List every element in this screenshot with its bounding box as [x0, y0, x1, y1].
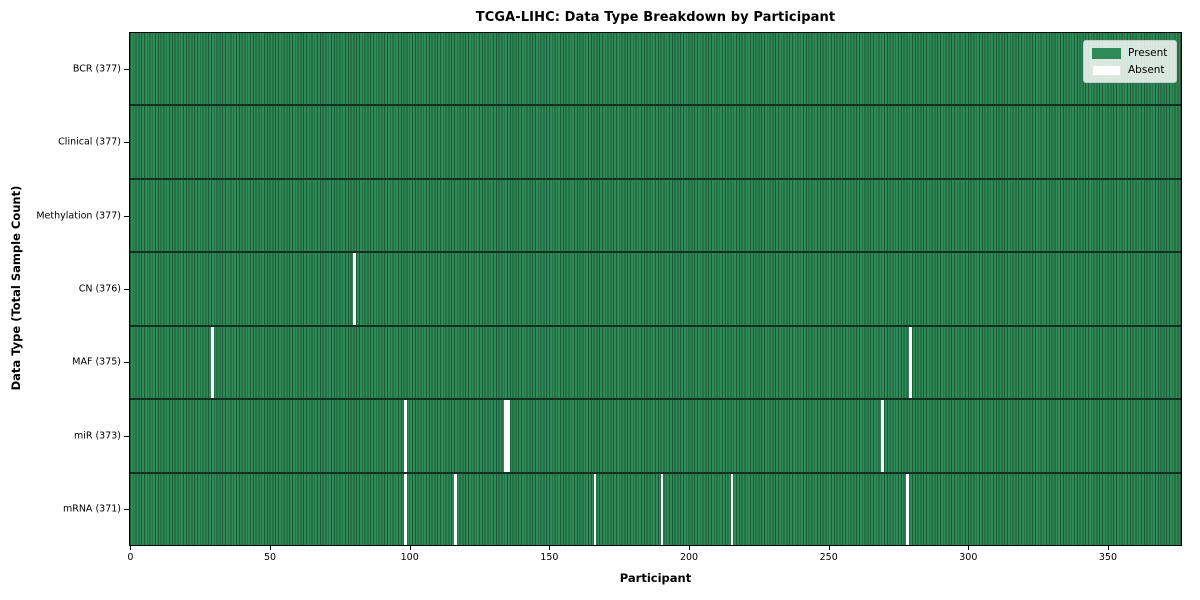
legend-swatch-absent — [1092, 64, 1121, 76]
y-tick-mark — [124, 68, 129, 70]
x-tick-label-250: 250 — [819, 552, 838, 563]
legend-label-absent: Absent — [1128, 64, 1165, 76]
legend-item-absent: Absent — [1092, 64, 1167, 76]
x-tick-mark — [409, 546, 411, 550]
x-tick-mark — [689, 546, 691, 550]
y-tick-mark — [124, 362, 129, 364]
heatmap-row-Methylation — [130, 179, 1181, 254]
absent-gap-miR-135 — [507, 400, 510, 472]
heatmap-row-BCR — [130, 33, 1181, 107]
x-tick-mark — [130, 546, 132, 550]
y-tick-label-CN: CN (376) — [78, 283, 121, 295]
x-tick-mark — [968, 546, 970, 550]
x-tick-label-300: 300 — [959, 552, 978, 563]
heatmap-row-mRNA — [130, 473, 1181, 545]
absent-gap-mRNA-116 — [454, 473, 457, 545]
y-tick-label-BCR: BCR (377) — [72, 63, 121, 75]
legend: Present Absent — [1083, 40, 1178, 83]
y-tick-mark — [124, 289, 129, 290]
heatmap-row-MAF — [130, 326, 1181, 401]
y-tick-label-miR: miR (373) — [73, 430, 121, 442]
x-tick-label-150: 150 — [540, 552, 559, 563]
y-tick-label-mRNA: mRNA (371) — [62, 503, 121, 515]
legend-label-present: Present — [1128, 47, 1168, 59]
y-axis-title: Data Type (Total Sample Count) — [9, 185, 23, 391]
x-tick-mark — [549, 546, 551, 550]
absent-gap-miR-134 — [504, 400, 508, 472]
y-tick-label-Clinical: Clinical (377) — [58, 136, 121, 148]
x-tick-mark — [270, 546, 272, 550]
y-tick-mark — [124, 435, 129, 437]
chart-title: TCGA-LIHC: Data Type Breakdown by Partic… — [475, 10, 836, 25]
y-tick-label-MAF: MAF (375) — [72, 356, 121, 368]
plot-area — [129, 32, 1182, 546]
x-tick-label-200: 200 — [679, 552, 699, 563]
heatmap-row-CN — [130, 253, 1181, 327]
absent-gap-miR-98 — [403, 400, 407, 472]
x-tick-mark — [1107, 546, 1109, 550]
y-tick-label-Methylation: Methylation (377) — [36, 210, 121, 222]
heatmap-row-miR — [130, 400, 1181, 474]
x-tick-mark — [828, 546, 830, 550]
absent-gap-mRNA-278 — [906, 473, 910, 545]
absent-gap-mRNA-98 — [403, 473, 407, 545]
absent-gap-CN-80 — [353, 253, 357, 325]
x-tick-label-100: 100 — [400, 552, 419, 563]
absent-gap-mRNA-166 — [593, 473, 597, 545]
absent-gap-MAF-279 — [909, 326, 913, 399]
legend-swatch-present — [1092, 47, 1121, 59]
x-tick-label-50: 50 — [264, 552, 277, 563]
legend-item-present: Present — [1092, 47, 1167, 59]
x-axis-title: Participant — [619, 571, 692, 585]
y-tick-mark — [124, 509, 129, 511]
absent-gap-MAF-29 — [211, 326, 214, 399]
absent-gap-mRNA-190 — [660, 473, 664, 545]
absent-gap-miR-269 — [881, 400, 885, 472]
absent-gap-mRNA-215 — [730, 473, 734, 545]
heatmap-row-Clinical — [130, 106, 1181, 180]
x-tick-label-0: 0 — [127, 552, 134, 563]
y-tick-mark — [124, 142, 129, 144]
x-tick-label-350: 350 — [1098, 552, 1118, 563]
y-tick-mark — [124, 215, 129, 217]
